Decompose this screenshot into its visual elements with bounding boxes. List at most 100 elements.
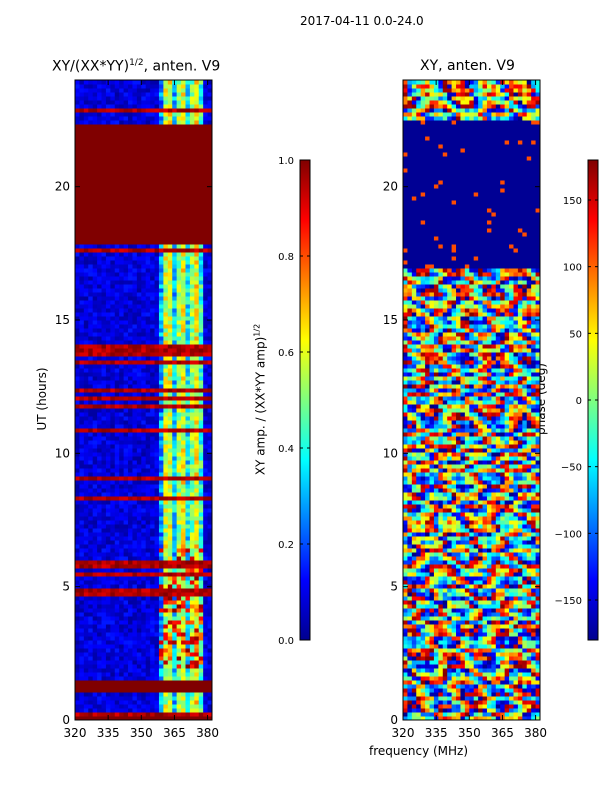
heatmap-cell [119, 616, 125, 621]
heatmap-cell [97, 388, 103, 393]
heatmap-cell [451, 620, 457, 625]
heatmap-cell [176, 588, 182, 593]
heatmap-cell [92, 88, 98, 93]
heatmap-cell [189, 340, 195, 345]
heatmap-cell [123, 264, 129, 269]
heatmap-cell [198, 540, 204, 545]
heatmap-cell [105, 456, 111, 461]
heatmap-cell [92, 104, 98, 109]
heatmap-cell [451, 612, 457, 617]
heatmap-cell [513, 696, 519, 701]
heatmap-cell [83, 636, 89, 641]
heatmap-cell [158, 672, 164, 677]
heatmap-cell [114, 360, 120, 365]
heatmap-cell [163, 244, 169, 249]
heatmap-cell [150, 644, 156, 649]
heatmap-cell [123, 648, 129, 653]
heatmap-cell [504, 600, 510, 605]
heatmap-cell [110, 628, 116, 633]
heatmap-cell [88, 268, 94, 273]
heatmap-cell [181, 700, 186, 705]
heatmap-cell [478, 716, 484, 721]
heatmap-cell [119, 496, 125, 501]
heatmap-cell [433, 664, 439, 669]
heatmap-cell [97, 464, 103, 469]
heatmap-cell [145, 500, 151, 505]
heatmap-cell [154, 708, 160, 713]
heatmap-cell [176, 520, 182, 525]
heatmap-cell [158, 544, 164, 549]
heatmap-cell [154, 368, 160, 373]
heatmap-cell [97, 644, 103, 649]
heatmap-cell [207, 268, 213, 273]
heatmap-cell [176, 528, 182, 533]
heatmap-cell [176, 380, 182, 385]
heatmap-cell [150, 424, 156, 429]
heatmap-cell [141, 672, 147, 677]
heatmap-cell [491, 704, 497, 709]
heatmap-cell [198, 336, 204, 341]
heatmap-cell [132, 560, 138, 565]
heatmap-cell [145, 80, 151, 85]
heatmap-cell [451, 648, 457, 653]
heatmap-cell [163, 616, 169, 621]
heatmap-cell [136, 544, 142, 549]
heatmap-cell [460, 704, 466, 709]
heatmap-cell [154, 580, 160, 585]
heatmap-cell [194, 312, 200, 317]
heatmap-cell [491, 652, 497, 657]
heatmap-cell [531, 596, 537, 601]
heatmap-cell [478, 588, 484, 593]
heatmap-cell [207, 400, 213, 405]
heatmap-cell [185, 648, 191, 653]
heatmap-cell [203, 428, 209, 433]
heatmap-cell [132, 460, 138, 465]
heatmap-cell [79, 492, 85, 497]
heatmap-cell [88, 636, 94, 641]
heatmap-cell [136, 692, 142, 697]
heatmap-cell [167, 512, 173, 517]
heatmap-cell [97, 664, 103, 669]
heatmap-cell [114, 444, 120, 449]
heatmap-cell [92, 396, 98, 401]
heatmap-cell [88, 516, 94, 521]
heatmap-cell [114, 560, 120, 565]
heatmap-cell [185, 284, 191, 289]
heatmap-cell [163, 708, 169, 713]
heatmap-cell [167, 708, 173, 713]
heatmap-cell [491, 692, 497, 697]
heatmap-cell [158, 708, 164, 713]
heatmap-cell [207, 348, 213, 353]
heatmap-cell [150, 416, 156, 421]
heatmap-cell [132, 316, 138, 321]
heatmap-cell [101, 296, 107, 301]
heatmap-cell [79, 556, 85, 561]
heatmap-cell [154, 452, 160, 457]
heatmap-cell [88, 440, 94, 445]
heatmap-cell [513, 600, 519, 605]
heatmap-cell [92, 368, 98, 373]
heatmap-cell [101, 620, 107, 625]
heatmap-cell [92, 96, 98, 101]
heatmap-cell [79, 456, 85, 461]
heatmap-cell [189, 384, 195, 389]
heatmap-cell [136, 256, 142, 261]
heatmap-cell [128, 308, 133, 313]
heatmap-cell [123, 540, 129, 545]
heatmap-cell [176, 80, 182, 85]
heatmap-cell [105, 264, 111, 269]
heatmap-cell [123, 480, 129, 485]
heatmap-cell [83, 444, 89, 449]
heatmap-cell [141, 396, 147, 401]
heatmap-cell [203, 536, 209, 541]
heatmap-cell [110, 448, 116, 453]
heatmap-cell [123, 592, 129, 597]
heatmap-cell [136, 504, 142, 509]
heatmap-cell [119, 416, 125, 421]
heatmap-cell [504, 592, 510, 597]
heatmap-cell [128, 596, 133, 601]
heatmap-cell [136, 308, 142, 313]
heatmap-cell [105, 436, 111, 441]
heatmap-cell [513, 668, 519, 673]
heatmap-cell [482, 676, 488, 681]
